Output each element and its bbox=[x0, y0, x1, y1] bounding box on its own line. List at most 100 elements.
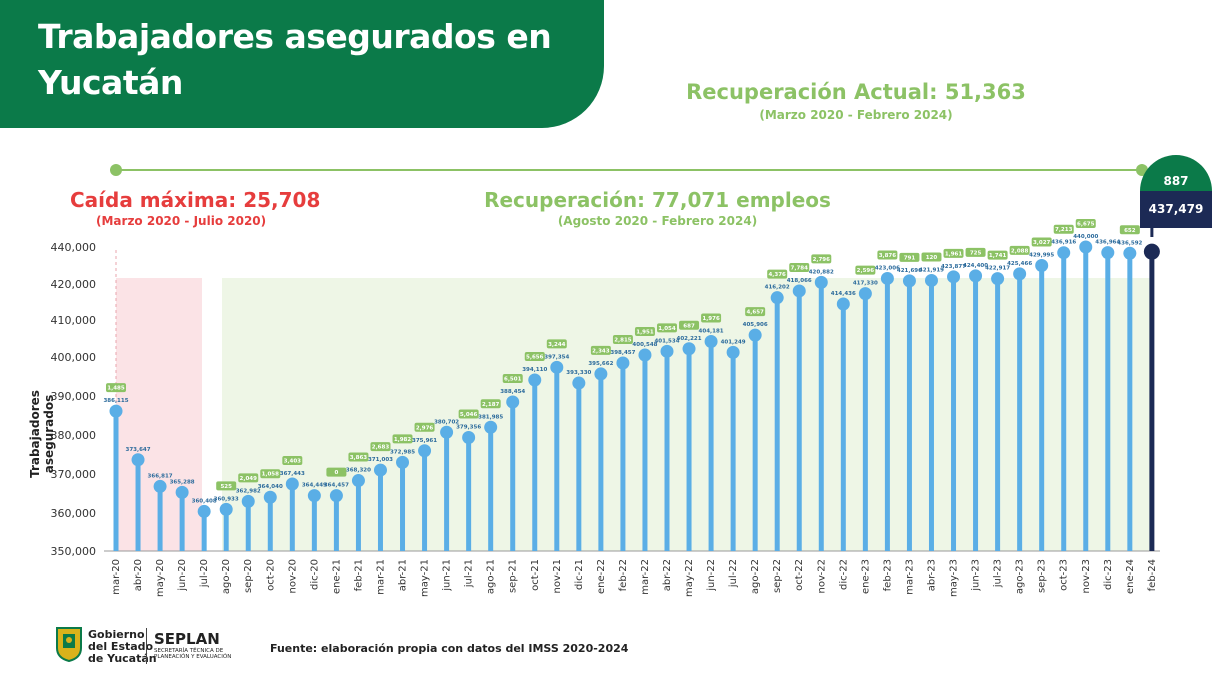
x-tick-label: nov-22 bbox=[816, 559, 827, 593]
data-point bbox=[175, 485, 189, 499]
caida-maxima-label: Caída máxima: 25,708 bbox=[70, 188, 321, 212]
data-point bbox=[1123, 246, 1137, 260]
data-point bbox=[329, 489, 343, 503]
data-value-label: 422,917 bbox=[985, 266, 1010, 272]
x-tick-label: oct-22 bbox=[794, 559, 805, 591]
x-tick-label: abr-23 bbox=[926, 559, 937, 591]
data-value-label: 386,115 bbox=[103, 398, 128, 404]
recuperacion-label: Recuperación: 77,071 empleos bbox=[484, 188, 831, 212]
x-tick-label: ene-21 bbox=[331, 559, 342, 594]
data-value-label: 388,454 bbox=[500, 389, 525, 395]
data-point bbox=[814, 275, 828, 289]
change-badge bbox=[965, 247, 986, 257]
change-badge bbox=[260, 469, 281, 479]
x-tick-label: mar-22 bbox=[640, 559, 651, 595]
y-tick-label: 400,000 bbox=[51, 351, 97, 364]
data-value-label: 368,320 bbox=[346, 468, 371, 474]
change-label: 2,343 bbox=[592, 348, 610, 354]
data-point bbox=[1143, 243, 1160, 260]
change-label: 7,213 bbox=[1055, 227, 1073, 233]
data-point bbox=[307, 489, 321, 503]
change-label: 0 bbox=[334, 470, 338, 476]
data-point bbox=[241, 494, 255, 508]
change-badge bbox=[1075, 219, 1096, 228]
source-note: Fuente: elaboración propia con datos del… bbox=[270, 642, 629, 655]
change-label: 3,863 bbox=[350, 455, 368, 461]
data-value-label: 423,006 bbox=[875, 265, 900, 271]
y-tick-label: 420,000 bbox=[51, 278, 97, 291]
recuperacion-actual-period: (Marzo 2020 - Febrero 2024) bbox=[759, 108, 953, 122]
data-value-label: 420,882 bbox=[809, 269, 834, 275]
data-value-label: 380,702 bbox=[434, 419, 459, 425]
change-label: 4,657 bbox=[746, 310, 764, 316]
x-tick-label: dic-20 bbox=[309, 559, 320, 590]
x-tick-label: jul-23 bbox=[993, 559, 1004, 588]
page-title: Trabajadores asegurados en Yucatán bbox=[38, 17, 552, 102]
data-point bbox=[947, 270, 961, 284]
data-point bbox=[153, 479, 167, 493]
change-label: 1,485 bbox=[107, 386, 125, 392]
data-value-label: 417,330 bbox=[853, 281, 878, 287]
change-label: 5,046 bbox=[460, 412, 478, 418]
data-point bbox=[462, 431, 476, 445]
data-point bbox=[924, 273, 938, 287]
change-label: 2,088 bbox=[1011, 248, 1029, 254]
change-badge bbox=[877, 250, 898, 260]
change-badge bbox=[370, 442, 391, 452]
x-tick-label: jun-23 bbox=[971, 559, 982, 592]
x-tick-label: ago-21 bbox=[486, 559, 497, 594]
change-label: 2,796 bbox=[813, 257, 831, 263]
y-tick-label: 390,000 bbox=[51, 390, 97, 403]
data-value-label: 421,919 bbox=[919, 267, 944, 273]
data-point bbox=[131, 453, 145, 467]
data-point bbox=[616, 356, 630, 370]
data-value-label: 414,436 bbox=[831, 291, 856, 297]
change-badge bbox=[987, 250, 1008, 260]
change-badge bbox=[921, 252, 942, 262]
data-value-label: 401,534 bbox=[654, 338, 679, 344]
change-label: 120 bbox=[926, 255, 938, 261]
data-value-label: 429,995 bbox=[1029, 253, 1054, 259]
change-label: 1,961 bbox=[945, 251, 963, 257]
data-value-label: 436,592 bbox=[1117, 240, 1142, 246]
x-tick-label: abr-21 bbox=[398, 559, 409, 591]
y-tick-label: 380,000 bbox=[51, 429, 97, 442]
data-value-label: 421,696 bbox=[897, 268, 922, 274]
change-badge bbox=[348, 452, 369, 462]
change-label: 2,815 bbox=[614, 338, 632, 344]
change-label: 7,784 bbox=[791, 265, 809, 271]
data-value-label: 398,457 bbox=[610, 350, 635, 356]
data-value-label: 405,906 bbox=[743, 322, 768, 328]
change-label: 6,501 bbox=[504, 377, 522, 383]
data-point bbox=[792, 284, 806, 298]
data-point bbox=[109, 404, 123, 418]
data-value-label: 423,877 bbox=[941, 264, 966, 270]
change-label: 1,951 bbox=[636, 329, 654, 335]
change-badge bbox=[943, 248, 964, 258]
x-tick-label: ene-23 bbox=[860, 559, 871, 594]
y-axis-label: Trabajadores asegurados bbox=[28, 390, 56, 478]
x-tick-label: jul-20 bbox=[199, 559, 210, 588]
data-point bbox=[418, 444, 432, 458]
data-value-label: 440,000 bbox=[1073, 234, 1098, 240]
x-tick-label: nov-20 bbox=[287, 559, 298, 593]
change-label: 5,656 bbox=[526, 354, 544, 360]
data-value-label: 404,181 bbox=[699, 329, 724, 335]
change-label: 2,683 bbox=[372, 445, 390, 451]
change-badge bbox=[458, 409, 479, 419]
x-tick-label: dic-23 bbox=[1103, 559, 1114, 590]
x-tick-label: jun-22 bbox=[706, 559, 717, 592]
change-badge bbox=[524, 351, 545, 361]
x-tick-label: oct-21 bbox=[530, 559, 541, 591]
change-badge bbox=[1031, 237, 1052, 247]
x-tick-label: jun-21 bbox=[442, 559, 453, 592]
change-badge bbox=[1053, 224, 1074, 234]
data-value-label: 397,354 bbox=[544, 354, 569, 360]
data-value-label: 365,288 bbox=[170, 479, 195, 485]
change-badge bbox=[899, 252, 920, 262]
change-label: 3,027 bbox=[1033, 240, 1051, 246]
x-tick-label: ene-22 bbox=[596, 559, 607, 594]
recuperacion-period: (Agosto 2020 - Febrero 2024) bbox=[557, 214, 758, 228]
data-value-label: 366,817 bbox=[148, 473, 173, 479]
x-tick-label: dic-22 bbox=[838, 559, 849, 590]
